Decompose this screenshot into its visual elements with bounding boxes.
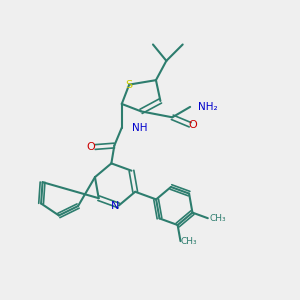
Text: O: O	[189, 120, 197, 130]
Text: S: S	[126, 80, 133, 90]
Text: CH₃: CH₃	[209, 214, 226, 223]
Text: NH: NH	[132, 123, 148, 133]
Text: N: N	[111, 201, 119, 211]
Text: O: O	[86, 142, 95, 152]
Text: CH₃: CH₃	[181, 237, 197, 246]
Text: NH₂: NH₂	[198, 102, 217, 112]
